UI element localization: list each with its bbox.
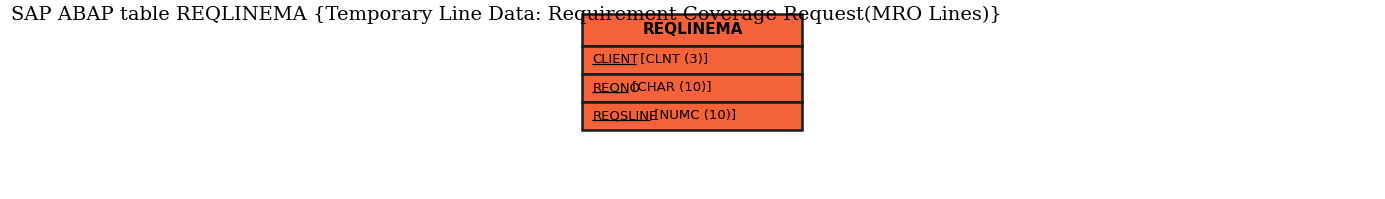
Text: [CLNT (3)]: [CLNT (3)] <box>636 53 708 66</box>
Text: REQNO: REQNO <box>593 81 641 95</box>
Text: SAP ABAP table REQLINEMA {Temporary Line Data: Requirement Coverage Request(MRO : SAP ABAP table REQLINEMA {Temporary Line… <box>11 6 1001 24</box>
Text: [NUMC (10)]: [NUMC (10)] <box>650 109 737 122</box>
Text: CLIENT: CLIENT <box>593 53 638 66</box>
Bar <box>583 102 802 130</box>
Bar <box>583 14 802 46</box>
Bar <box>583 46 802 74</box>
Text: REQSLINE: REQSLINE <box>593 109 658 122</box>
Bar <box>583 74 802 102</box>
Text: [CHAR (10)]: [CHAR (10)] <box>629 81 712 95</box>
Text: REQLINEMA: REQLINEMA <box>643 22 742 37</box>
